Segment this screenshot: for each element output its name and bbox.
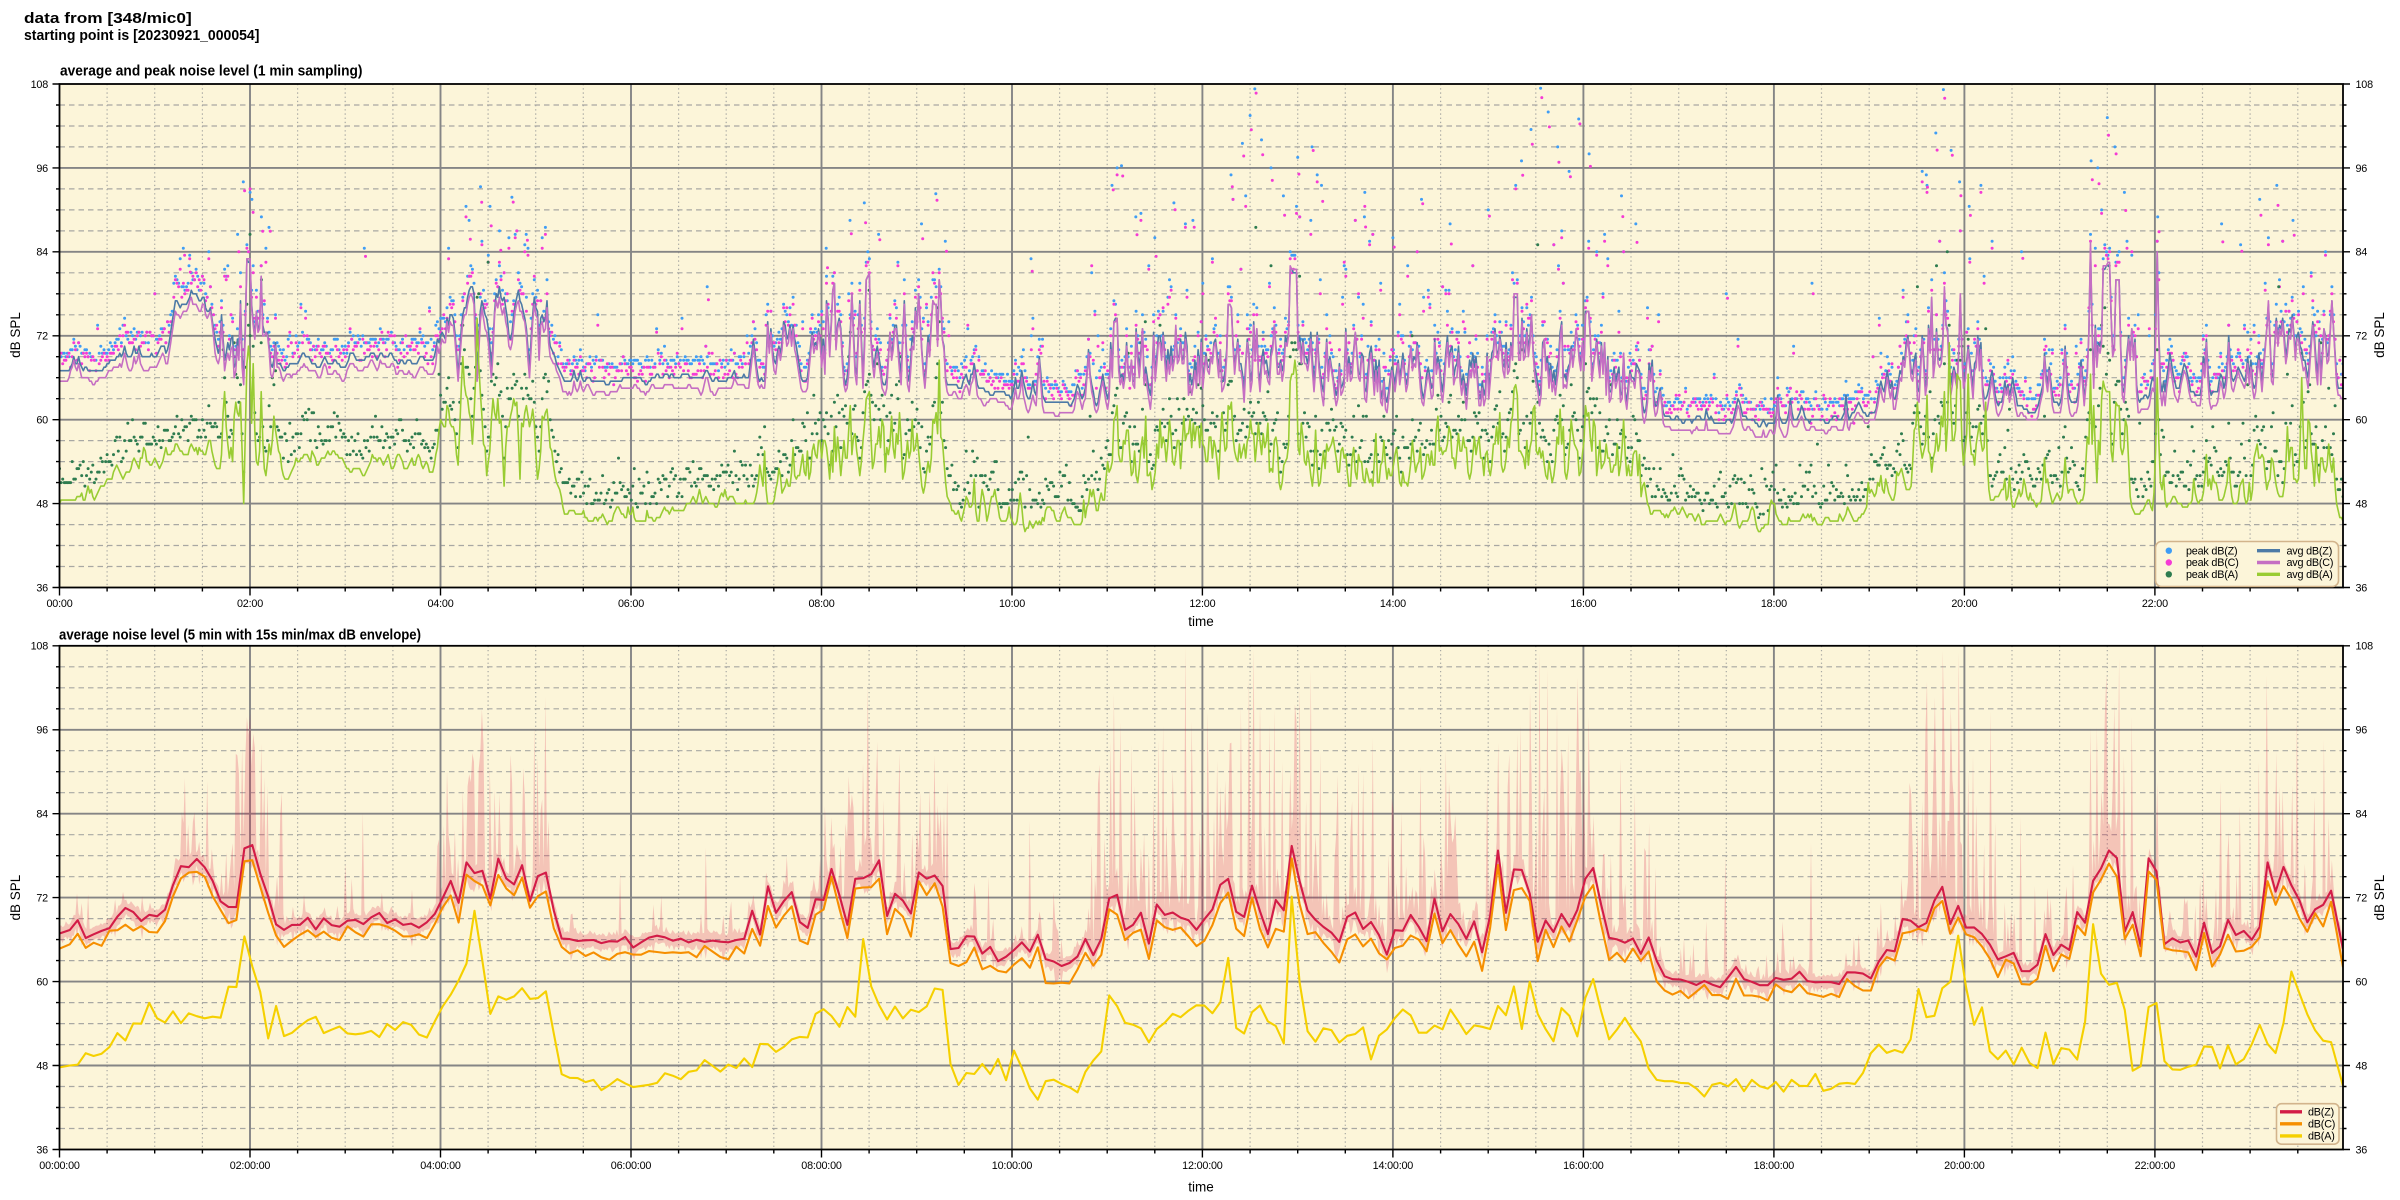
svg-text:48: 48 xyxy=(2356,1061,2368,1073)
svg-text:10:00: 10:00 xyxy=(999,598,1025,610)
svg-text:06:00:00: 06:00:00 xyxy=(611,1160,652,1172)
svg-text:48: 48 xyxy=(36,1061,48,1073)
svg-text:avg dB(A): avg dB(A) xyxy=(2287,569,2333,581)
svg-text:18:00: 18:00 xyxy=(1761,598,1787,610)
svg-text:average noise level (5 min wit: average noise level (5 min with 15s min/… xyxy=(59,628,421,644)
svg-text:time: time xyxy=(1188,1180,1214,1195)
svg-text:22:00: 22:00 xyxy=(2142,598,2168,610)
svg-text:36: 36 xyxy=(36,582,48,594)
svg-text:20:00:00: 20:00:00 xyxy=(1944,1160,1985,1172)
svg-text:avg dB(Z): avg dB(Z) xyxy=(2287,545,2333,557)
svg-text:00:00:00: 00:00:00 xyxy=(39,1160,80,1172)
svg-text:108: 108 xyxy=(2356,641,2374,653)
svg-text:dB SPL: dB SPL xyxy=(2372,874,2387,920)
svg-text:12:00: 12:00 xyxy=(1189,598,1215,610)
svg-text:20:00: 20:00 xyxy=(1951,598,1977,610)
svg-text:10:00:00: 10:00:00 xyxy=(992,1160,1033,1172)
svg-text:average and peak noise level (: average and peak noise level (1 min samp… xyxy=(60,64,363,80)
svg-text:04:00:00: 04:00:00 xyxy=(420,1160,461,1172)
svg-text:60: 60 xyxy=(36,415,48,427)
svg-text:18:00:00: 18:00:00 xyxy=(1754,1160,1795,1172)
svg-text:84: 84 xyxy=(2356,247,2368,259)
svg-text:04:00: 04:00 xyxy=(427,598,453,610)
svg-text:60: 60 xyxy=(2356,977,2368,989)
svg-text:dB SPL: dB SPL xyxy=(8,312,23,358)
svg-text:08:00:00: 08:00:00 xyxy=(801,1160,842,1172)
svg-text:48: 48 xyxy=(36,499,48,511)
svg-text:36: 36 xyxy=(2356,582,2368,594)
svg-text:72: 72 xyxy=(36,893,48,905)
svg-text:96: 96 xyxy=(36,163,48,175)
svg-text:60: 60 xyxy=(2356,415,2368,427)
svg-text:avg dB(C): avg dB(C) xyxy=(2287,557,2334,569)
svg-text:time: time xyxy=(1188,614,1214,629)
svg-text:96: 96 xyxy=(36,725,48,737)
svg-text:06:00: 06:00 xyxy=(618,598,644,610)
svg-text:peak dB(A): peak dB(A) xyxy=(2186,569,2238,581)
svg-text:36: 36 xyxy=(2356,1144,2368,1156)
svg-text:108: 108 xyxy=(31,79,49,91)
svg-text:12:00:00: 12:00:00 xyxy=(1182,1160,1223,1172)
svg-text:22:00:00: 22:00:00 xyxy=(2135,1160,2176,1172)
svg-text:dB(A): dB(A) xyxy=(2308,1131,2335,1143)
svg-text:data from [348/mic0]: data from [348/mic0] xyxy=(24,11,192,27)
svg-text:dB(Z): dB(Z) xyxy=(2308,1107,2334,1119)
svg-text:starting point is [20230921_00: starting point is [20230921_000054] xyxy=(24,28,260,44)
svg-text:72: 72 xyxy=(36,331,48,343)
svg-text:96: 96 xyxy=(2356,725,2368,737)
svg-text:108: 108 xyxy=(31,641,49,653)
svg-text:14:00:00: 14:00:00 xyxy=(1373,1160,1414,1172)
svg-text:72: 72 xyxy=(2356,893,2368,905)
svg-text:84: 84 xyxy=(2356,809,2368,821)
svg-text:02:00:00: 02:00:00 xyxy=(230,1160,271,1172)
svg-text:dB SPL: dB SPL xyxy=(2372,312,2387,358)
svg-text:00:00: 00:00 xyxy=(46,598,72,610)
svg-text:02:00: 02:00 xyxy=(237,598,263,610)
svg-text:peak dB(Z): peak dB(Z) xyxy=(2186,545,2237,557)
svg-text:peak dB(C): peak dB(C) xyxy=(2186,557,2239,569)
svg-text:dB SPL: dB SPL xyxy=(8,874,23,920)
svg-text:14:00: 14:00 xyxy=(1380,598,1406,610)
svg-text:84: 84 xyxy=(36,247,48,259)
svg-text:48: 48 xyxy=(2356,499,2368,511)
svg-text:72: 72 xyxy=(2356,331,2368,343)
svg-text:16:00: 16:00 xyxy=(1570,598,1596,610)
svg-text:16:00:00: 16:00:00 xyxy=(1563,1160,1604,1172)
svg-text:36: 36 xyxy=(36,1144,48,1156)
svg-text:84: 84 xyxy=(36,809,48,821)
svg-text:dB(C): dB(C) xyxy=(2308,1119,2335,1131)
svg-text:108: 108 xyxy=(2356,79,2374,91)
svg-text:96: 96 xyxy=(2356,163,2368,175)
svg-text:08:00: 08:00 xyxy=(808,598,834,610)
svg-text:60: 60 xyxy=(36,977,48,989)
